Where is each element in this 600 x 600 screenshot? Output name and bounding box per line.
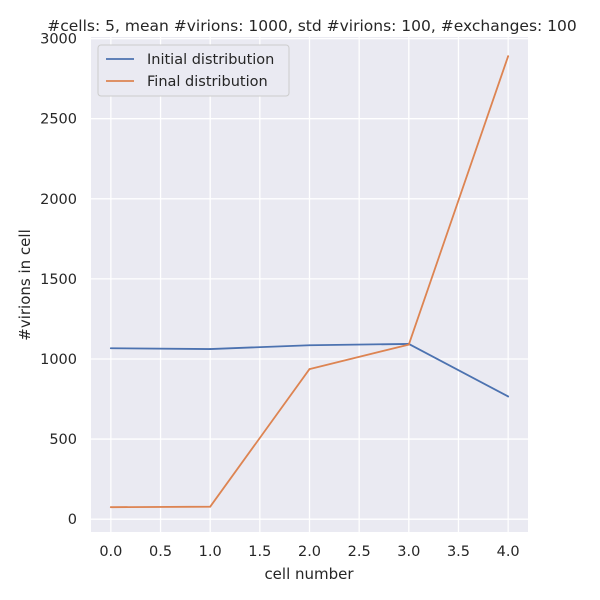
x-tick-label: 0.0 — [99, 544, 122, 560]
legend-box — [97, 44, 290, 97]
data-point — [507, 55, 510, 58]
chart-title: #cells: 5, mean #virions: 1000, std #vir… — [47, 17, 577, 35]
x-tick-label: 0.5 — [149, 544, 172, 560]
y-tick-label: 500 — [49, 432, 77, 448]
x-tick-label: 3.0 — [397, 544, 420, 560]
x-tick-label: 2.5 — [348, 544, 371, 560]
data-point — [308, 368, 311, 370]
y-axis-label: #virions in cell — [16, 229, 34, 340]
grid — [91, 37, 528, 532]
y-tick-label: 2500 — [40, 112, 77, 128]
data-point — [209, 348, 212, 350]
data-point — [507, 395, 510, 398]
x-axis-label: cell number — [264, 565, 354, 583]
y-tick-label: 1000 — [40, 352, 77, 368]
series-lines — [109, 55, 510, 509]
x-tick-label: 1.0 — [199, 544, 222, 560]
legend-label: Final distribution — [147, 74, 268, 90]
x-axis-ticks: 0.0 0.5 1.0 1.5 2.0 2.5 3.0 3.5 4.0 — [99, 544, 519, 560]
data-point — [109, 506, 112, 509]
x-tick-label: 3.5 — [447, 544, 470, 560]
y-tick-label: 1500 — [40, 272, 77, 288]
x-tick-label: 1.5 — [248, 544, 271, 560]
y-axis-ticks: 0 500 1000 1500 2000 2500 3000 — [40, 32, 77, 529]
legend: Initial distribution Final distribution — [97, 44, 290, 97]
data-point — [209, 505, 212, 508]
y-tick-label: 2000 — [40, 192, 77, 208]
data-point — [109, 347, 112, 350]
x-tick-label: 2.0 — [298, 544, 321, 560]
x-tick-label: 4.0 — [497, 544, 520, 560]
data-point — [308, 344, 311, 347]
y-tick-label: 3000 — [40, 32, 77, 48]
legend-label: Initial distribution — [147, 52, 274, 68]
data-point — [407, 343, 410, 346]
y-tick-label: 0 — [68, 512, 77, 528]
